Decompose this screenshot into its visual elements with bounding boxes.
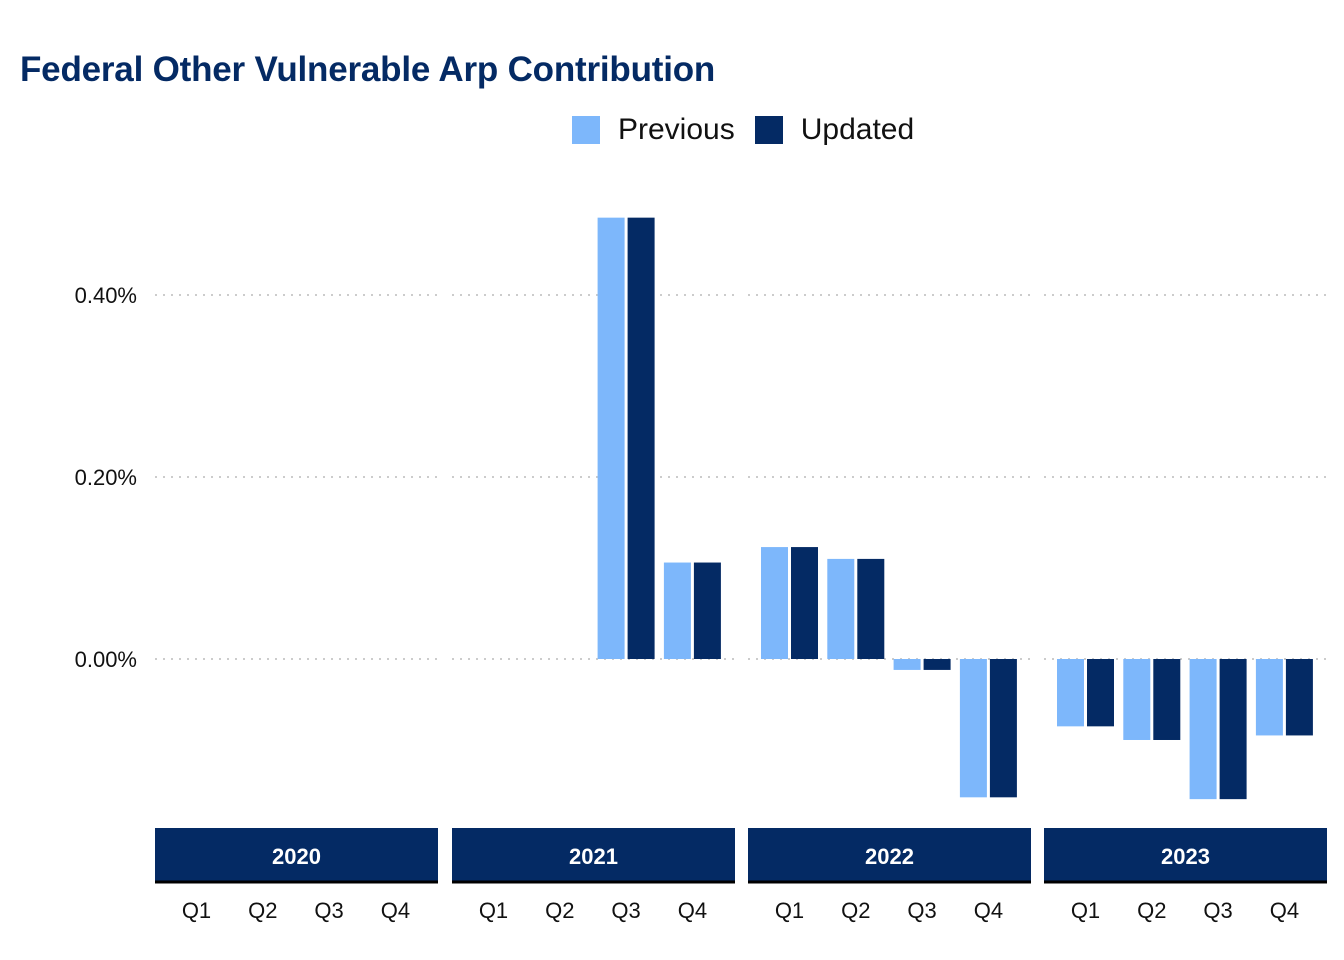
x-tick-label: Q4 bbox=[381, 898, 410, 923]
bar-updated-2021-Q3 bbox=[627, 217, 655, 659]
x-tick-label: Q1 bbox=[182, 898, 211, 923]
facet-strip-2020 bbox=[155, 828, 438, 882]
y-tick-label: 0.00% bbox=[75, 647, 137, 672]
bar-updated-2021-Q4 bbox=[693, 562, 721, 659]
x-tick-label: Q2 bbox=[545, 898, 574, 923]
facet-strip-2022 bbox=[748, 828, 1031, 882]
bar-updated-2023-Q3 bbox=[1219, 659, 1247, 800]
bar-updated-2022-Q4 bbox=[989, 659, 1017, 798]
bar-updated-2022-Q1 bbox=[791, 547, 818, 659]
legend-label-updated: Updated bbox=[800, 113, 915, 146]
legend-item-previous: Previous bbox=[572, 113, 735, 147]
x-tick-label: Q3 bbox=[1203, 898, 1232, 923]
x-tick-label: Q2 bbox=[248, 898, 277, 923]
x-tick-label: Q4 bbox=[678, 898, 707, 923]
bar-updated-2023-Q1 bbox=[1087, 659, 1114, 727]
x-tick-label: Q4 bbox=[1270, 898, 1299, 923]
facet-strip-2023 bbox=[1044, 828, 1327, 882]
bar-previous-2022-Q2 bbox=[827, 558, 855, 659]
x-tick-label: Q3 bbox=[907, 898, 936, 923]
legend-label-previous: Previous bbox=[618, 113, 735, 146]
x-tick-label: Q2 bbox=[1137, 898, 1166, 923]
bar-previous-2021-Q4 bbox=[663, 562, 691, 659]
legend: Previous Updated bbox=[572, 113, 934, 147]
bar-updated-2022-Q2 bbox=[857, 558, 885, 659]
legend-swatch-updated bbox=[754, 116, 783, 144]
legend-item-updated: Updated bbox=[754, 113, 915, 147]
legend-swatch-previous bbox=[572, 116, 600, 144]
bar-previous-2023-Q4 bbox=[1255, 659, 1283, 736]
bar-previous-2022-Q3 bbox=[893, 659, 921, 670]
facet-strip-label-2023: 2023 bbox=[1161, 844, 1210, 869]
bar-updated-2022-Q3 bbox=[923, 659, 951, 670]
x-tick-label: Q2 bbox=[841, 898, 870, 923]
bar-updated-2023-Q4 bbox=[1285, 659, 1313, 736]
x-tick-label: Q4 bbox=[974, 898, 1003, 923]
bar-previous-2023-Q1 bbox=[1057, 659, 1084, 727]
bar-updated-2023-Q2 bbox=[1153, 659, 1181, 740]
x-tick-label: Q1 bbox=[479, 898, 508, 923]
chart-title: Federal Other Vulnerable Arp Contributio… bbox=[20, 50, 716, 89]
bar-previous-2021-Q3 bbox=[597, 217, 625, 659]
x-tick-label: Q3 bbox=[314, 898, 343, 923]
y-tick-label: 0.40% bbox=[75, 283, 137, 308]
y-tick-label: 0.20% bbox=[75, 465, 137, 490]
bar-previous-2022-Q4 bbox=[959, 659, 987, 798]
facet-strip-label-2020: 2020 bbox=[272, 844, 321, 869]
facet-strip-label-2022: 2022 bbox=[865, 844, 914, 869]
facet-strip-label-2021: 2021 bbox=[569, 844, 618, 869]
bar-previous-2023-Q3 bbox=[1189, 659, 1217, 800]
bar-previous-2022-Q1 bbox=[761, 547, 788, 659]
facet-strip-2021 bbox=[452, 828, 735, 882]
x-tick-label: Q1 bbox=[775, 898, 804, 923]
x-tick-label: Q1 bbox=[1071, 898, 1100, 923]
x-tick-label: Q3 bbox=[611, 898, 640, 923]
bar-previous-2023-Q2 bbox=[1123, 659, 1151, 740]
